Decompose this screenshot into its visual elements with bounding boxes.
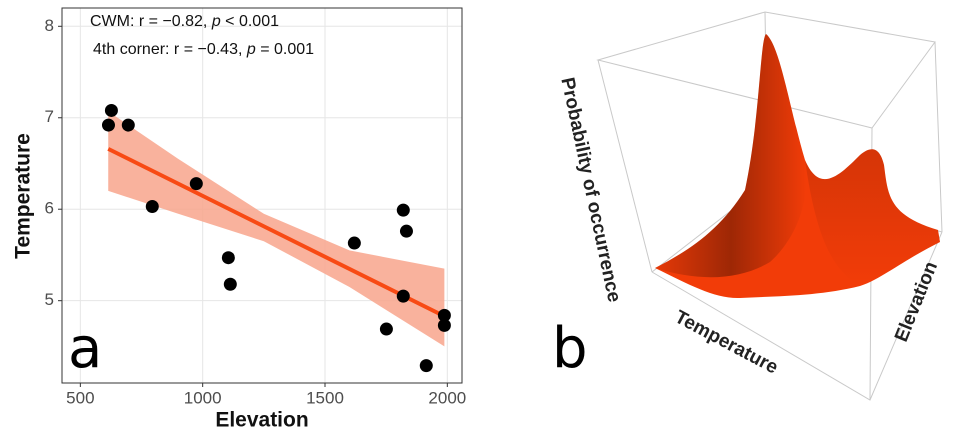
annotation-text: CWM: r = −0.82, bbox=[90, 13, 212, 30]
x-axis-title: Elevation bbox=[215, 409, 308, 432]
point bbox=[189, 177, 203, 191]
point bbox=[399, 224, 413, 238]
panel-b: Probability of occurrence Temperature El… bbox=[552, 11, 943, 401]
point bbox=[121, 118, 135, 132]
point bbox=[223, 277, 237, 291]
y-tick-label: 8 bbox=[45, 16, 54, 35]
point bbox=[379, 322, 393, 336]
annotation-text: = 0.001 bbox=[256, 41, 314, 58]
annotation-text: p bbox=[211, 13, 221, 30]
point bbox=[104, 103, 118, 117]
point bbox=[396, 203, 410, 217]
plot-border bbox=[61, 7, 463, 384]
surface-shading bbox=[805, 149, 940, 286]
y-axis-title: Elevation bbox=[891, 259, 942, 345]
point bbox=[437, 308, 451, 322]
annotation-text: p bbox=[246, 41, 256, 58]
annotation: CWM: r = −0.82, p < 0.001 bbox=[90, 13, 279, 30]
fit-line bbox=[107, 147, 446, 319]
panel-label: b bbox=[552, 316, 588, 381]
y-axis-title: Temperature bbox=[12, 133, 35, 259]
y-tick-label: 6 bbox=[45, 199, 54, 218]
point bbox=[419, 359, 433, 373]
x-tick-label: 1000 bbox=[184, 388, 222, 407]
surface-shading bbox=[655, 34, 807, 278]
panel-a: CWM: r = −0.82, p < 0.001 4th corner: r … bbox=[12, 7, 466, 432]
data-layer bbox=[101, 103, 451, 373]
plot-frame bbox=[61, 7, 463, 384]
x-tick-label: 1500 bbox=[306, 388, 344, 407]
x-axis-title: Temperature bbox=[671, 307, 781, 379]
panel-label: a bbox=[68, 316, 102, 381]
confidence-band bbox=[108, 111, 445, 347]
x-tick-label: 500 bbox=[66, 388, 94, 407]
x-tick-label: 2000 bbox=[428, 388, 466, 407]
y-tick-label: 7 bbox=[45, 107, 54, 126]
annotation: 4th corner: r = −0.43, p = 0.001 bbox=[93, 41, 314, 58]
point bbox=[437, 318, 451, 332]
annotation-text: 4th corner: r = −0.43, bbox=[93, 41, 247, 58]
annotation-text: < 0.001 bbox=[221, 13, 279, 30]
point bbox=[396, 289, 410, 303]
point bbox=[101, 118, 115, 132]
point bbox=[221, 251, 235, 265]
grid bbox=[62, 8, 462, 383]
point bbox=[347, 236, 361, 250]
y-tick-label: 5 bbox=[45, 290, 54, 309]
point bbox=[145, 199, 159, 213]
z-axis-title: Probability of occurrence bbox=[556, 76, 624, 304]
